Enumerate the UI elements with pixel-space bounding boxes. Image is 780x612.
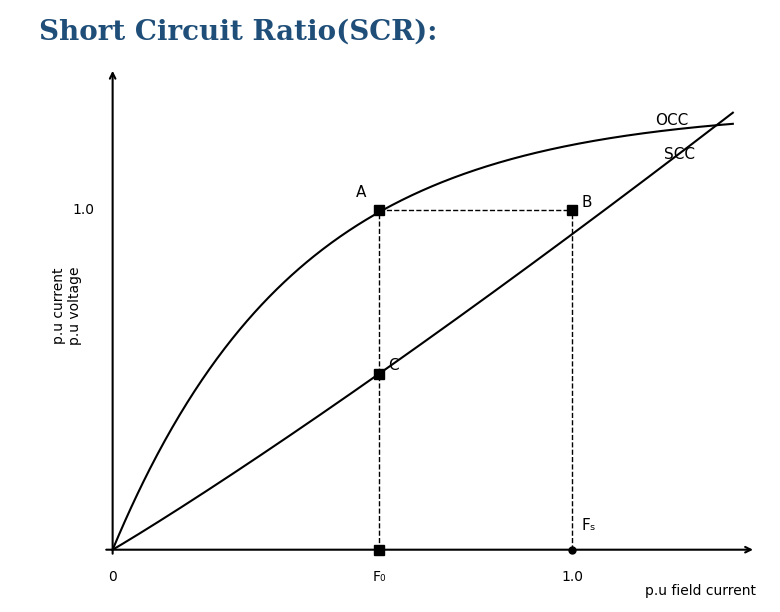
Text: Short Circuit Ratio(SCR):: Short Circuit Ratio(SCR):: [39, 18, 438, 45]
Text: p.u current
p.u voltage: p.u current p.u voltage: [51, 266, 82, 345]
Text: 1.0: 1.0: [561, 570, 583, 584]
Text: 1.0: 1.0: [73, 203, 94, 217]
Text: F₀: F₀: [372, 570, 386, 584]
Text: B: B: [581, 195, 592, 210]
Text: SCC: SCC: [664, 146, 695, 162]
Text: p.u field current: p.u field current: [645, 584, 756, 598]
Text: A: A: [356, 185, 367, 200]
Text: OCC: OCC: [654, 113, 688, 128]
Text: C: C: [388, 359, 399, 373]
Text: 0: 0: [108, 570, 117, 584]
Text: Fₛ: Fₛ: [581, 518, 596, 532]
